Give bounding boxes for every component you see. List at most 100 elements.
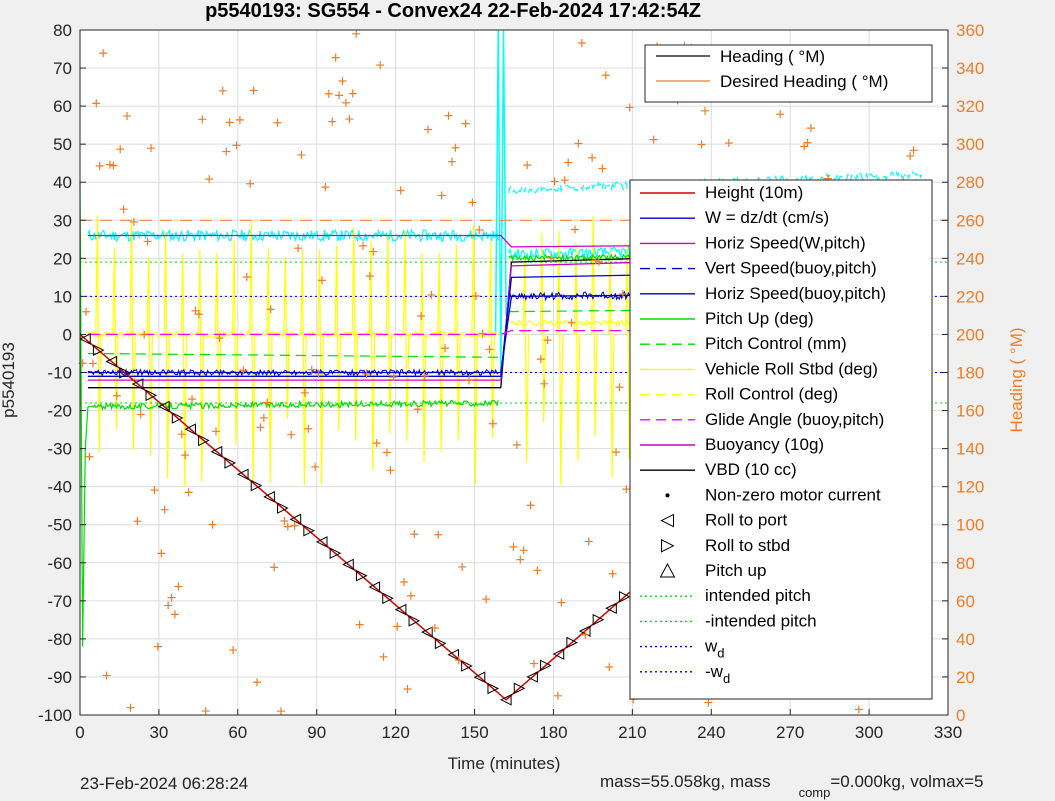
y-axis-right: 0 20 40 60 80 100 120 140 160 180 200 220 240 260 280 3…: [942, 21, 984, 725]
heading-marker: [417, 312, 426, 321]
heading-marker: [526, 501, 535, 510]
roll-port-marker: [421, 626, 433, 638]
heading-marker: [697, 140, 706, 149]
heading-marker: [704, 698, 713, 707]
heading-marker: [136, 410, 145, 419]
roll-stbd-marker: [198, 434, 210, 447]
x-tick-label: 90: [307, 723, 326, 742]
heading-marker: [536, 355, 545, 364]
y2-tick-label: 180: [956, 364, 984, 383]
y2-tick-label: 360: [956, 21, 984, 40]
y-tick-label: 0: [63, 325, 72, 344]
legend-entry: W = dz/dt (cm/s): [705, 208, 829, 227]
heading-marker: [776, 110, 785, 119]
heading-marker: [88, 359, 97, 368]
heading-marker: [471, 291, 480, 300]
heading-marker: [406, 591, 415, 600]
y2-tick-label: 160: [956, 402, 984, 421]
roll-stbd-marker: [408, 615, 421, 627]
roll-stbd-marker: [382, 592, 394, 605]
heading-marker: [188, 395, 197, 404]
heading-marker: [420, 371, 429, 380]
y2-tick-label: 240: [956, 249, 984, 268]
heading-marker: [854, 705, 863, 714]
heading-marker: [591, 256, 600, 265]
heading-marker: [376, 61, 385, 70]
roll-port-marker: [236, 468, 249, 481]
heading-marker: [249, 86, 258, 95]
roll-spike: [317, 249, 324, 485]
roll-spike: [334, 245, 341, 431]
heading-marker: [605, 662, 614, 671]
heading-marker: [512, 440, 521, 449]
legend-entry: Glide Angle (buoy,pitch): [705, 410, 884, 429]
heading-marker: [105, 160, 114, 169]
heading-marker: [588, 153, 597, 162]
roll-spike: [300, 249, 307, 486]
roll-port-marker: [552, 648, 565, 660]
heading-marker: [577, 39, 586, 48]
heading-marker: [594, 257, 603, 266]
roll-port-marker: [289, 513, 302, 526]
heading-marker: [529, 659, 538, 668]
heading-marker: [123, 111, 132, 120]
heading-marker: [95, 161, 104, 170]
roll-port-marker: [499, 693, 512, 706]
roll-spike: [573, 243, 581, 461]
heading-marker: [543, 336, 552, 345]
roll-stbd-marker: [171, 412, 184, 424]
roll-stbd-marker: [618, 591, 631, 603]
heading-marker: [386, 466, 395, 475]
heading-marker: [85, 452, 94, 461]
heading-marker: [400, 577, 409, 586]
heading-marker: [475, 225, 484, 234]
heading-marker: [403, 685, 412, 694]
heading-marker: [389, 373, 398, 382]
heading-marker: [540, 379, 549, 388]
y2-tick-label: 340: [956, 59, 984, 78]
heading-marker: [803, 138, 812, 147]
legend-entry: Buoyancy (10g): [705, 435, 824, 454]
heading-marker: [307, 365, 316, 374]
x-tick-label: 30: [149, 723, 168, 742]
pitch-start: [79, 182, 89, 647]
roll-stbd-marker: [303, 524, 315, 537]
roll-port-marker: [263, 491, 275, 503]
y2-tick-label: 80: [956, 554, 975, 573]
heading-marker: [584, 537, 593, 546]
legend-heading: Heading ( °M) Desired Heading ( °M): [644, 44, 933, 103]
heading-marker: [649, 135, 658, 144]
heading-marker: [615, 383, 624, 392]
heading-marker: [201, 707, 210, 716]
y-tick-label: -80: [47, 630, 72, 649]
heading-marker: [294, 244, 303, 253]
heading-marker: [232, 141, 241, 150]
heading-marker: [488, 419, 497, 428]
heading-marker: [92, 99, 101, 108]
x-tick-label: 210: [618, 723, 646, 742]
pitch-control-line: [87, 352, 499, 358]
heading-marker: [598, 164, 607, 173]
heading-marker: [909, 146, 918, 155]
heading-marker: [437, 191, 446, 200]
heading-marker: [625, 103, 634, 112]
heading-marker: [622, 485, 631, 494]
y-tick-label: 60: [53, 97, 72, 116]
heading-marker: [348, 89, 357, 98]
roll-spike: [249, 221, 256, 484]
roll-port-marker: [368, 581, 381, 593]
y-tick-label: 70: [53, 59, 72, 78]
heading-marker: [567, 318, 576, 327]
roll-spike: [214, 252, 222, 444]
heading-marker: [222, 147, 231, 156]
heading-marker: [235, 115, 244, 124]
footer-timestamp: 23-Feb-2024 06:28:24: [80, 774, 249, 793]
heading-marker: [547, 254, 556, 263]
heading-marker: [253, 678, 262, 687]
heading-marker: [290, 521, 299, 530]
roll-spike: [522, 254, 530, 463]
heading-marker: [174, 582, 183, 591]
heading-marker: [509, 542, 518, 551]
heading-marker: [700, 106, 709, 115]
heading-marker: [533, 566, 542, 575]
